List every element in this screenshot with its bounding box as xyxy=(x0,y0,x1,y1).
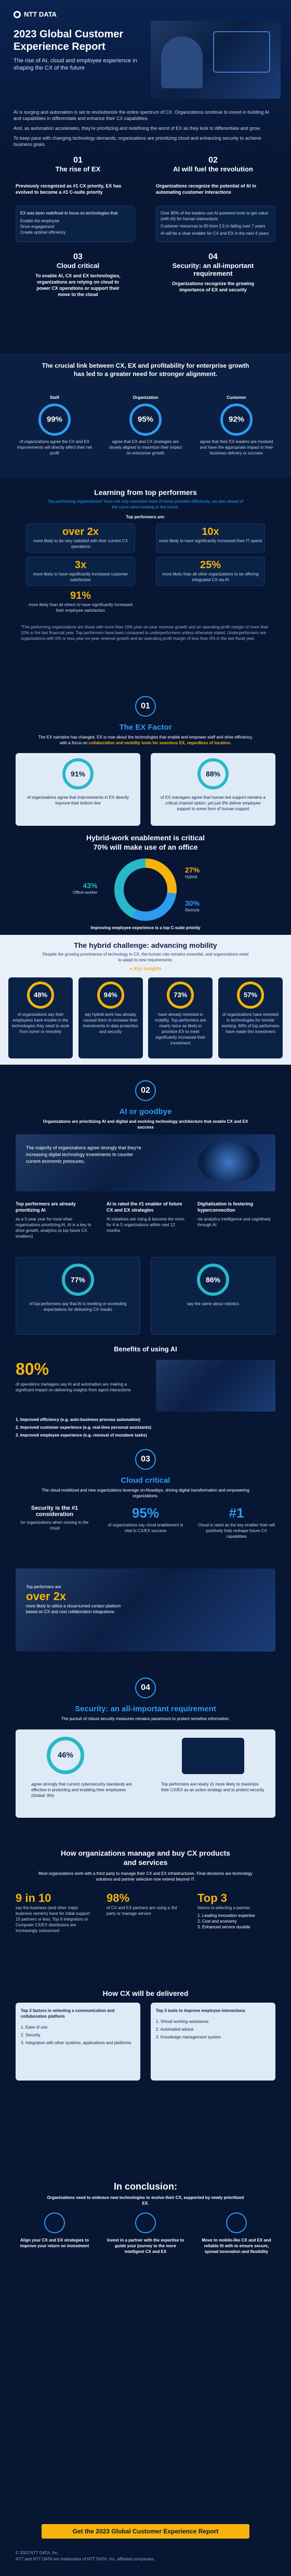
ex-stat-91: 91% of organizations agree that improvem… xyxy=(16,753,140,826)
security-card: 46% agree strongly that current cybersec… xyxy=(16,1729,275,1818)
logo-text: NTT DATA xyxy=(24,10,57,18)
subtitle: The rise of AI, cloud and employee exper… xyxy=(14,58,137,71)
security-section: 04 Security: an all-important requiremen… xyxy=(0,1678,291,1833)
padlock-icon xyxy=(182,1738,244,1774)
ex-factor-section: 01 The EX Factor The EX narrative has ch… xyxy=(0,696,291,831)
benefits-section: Benefits of using AI 80% of operations m… xyxy=(0,1345,291,1449)
cloud-stat-1: Security is the #1 consideration for org… xyxy=(20,1505,89,1531)
align-icon xyxy=(44,2212,65,2233)
ex-stat-88: 88% of EX managers agree that human-led … xyxy=(151,753,275,826)
pillar-2: 02 AI will fuel the revolution xyxy=(173,156,253,173)
pillars-section: 01 The rise of EX 02 AI will fuel the re… xyxy=(0,156,291,348)
top-performers-section: Learning from top performers Top perform… xyxy=(0,483,291,675)
hero: NTT DATA 2023 Global Customer Experience… xyxy=(0,0,291,177)
cloud-image: Top performers are over 2x more likely t… xyxy=(16,1568,275,1652)
cloud-stat-2: 95% of organizations say cloud enablemen… xyxy=(108,1505,183,1533)
legend-hybrid: 27% Hybrid xyxy=(185,866,200,879)
stat-10x: 10x more likely to have significantly in… xyxy=(156,524,265,553)
key-insights: ● Key insights xyxy=(129,966,162,971)
benefits-image xyxy=(156,1360,275,1412)
pillar-1: 01 The rise of EX xyxy=(55,156,101,173)
ai-image: The majority of organizations agree stro… xyxy=(16,1134,275,1191)
hybrid-challenge-section: The hybrid challenge: advancing mobility… xyxy=(0,935,291,1065)
page-title: 2023 Global Customer Experience Report T… xyxy=(14,28,138,72)
logo[interactable]: NTT DATA xyxy=(14,10,57,18)
stat-91pct: 91% more likely than all others to have … xyxy=(29,590,133,613)
conclusion-items: Align your CX and EX strategies to impro… xyxy=(16,2212,275,2255)
footnote: *The performing organizations are those … xyxy=(21,625,269,641)
mobile-icon xyxy=(226,2212,247,2233)
buy-stat-2: 98% of CX and EX partners are using a 3r… xyxy=(107,1891,177,1916)
ai-cols: Top performers are already prioritizing … xyxy=(16,1201,275,1239)
legend-office: 43% Office-worker xyxy=(73,881,98,895)
pillar-4: 04 Security: an all-important requiremen… xyxy=(171,252,254,292)
cloud-stat-3: #1 Cloud is rated as the key enabler tha… xyxy=(197,1505,275,1539)
challenge-stats: 48% of organizations say their employees… xyxy=(8,977,283,1058)
benefits-list: 1. Improved efficiency (e.g. auto-busine… xyxy=(16,1417,151,1438)
buy-stat-1: 9 in 10 say the business (and other majo… xyxy=(16,1891,90,1933)
cloud-section: 03 Cloud critical The cloud-mobilized an… xyxy=(0,1449,291,1672)
partner-icon xyxy=(135,2212,156,2233)
cloud-quote: Top performers are over 2x more likely t… xyxy=(26,1585,121,1614)
ai-col-3: Digitalization is fostering hyperconnect… xyxy=(197,1201,271,1227)
link-stat-3: Customer 92% agree that their EX leaders… xyxy=(200,395,273,455)
ai-donut-1: 77% of top performers say that AI is mee… xyxy=(16,1257,140,1335)
buy-stat-3: Top 3 factors in selecting a partner: 1.… xyxy=(197,1891,255,1929)
ex-list: EX was been redefined to focus on techno… xyxy=(16,206,135,242)
buy-section: How organizations manage and buy CX prod… xyxy=(0,1849,291,1984)
cloud-stats: Security is the #1 consideration for org… xyxy=(16,1505,275,1539)
hybrid-donut xyxy=(114,858,177,921)
deliver-left: Top 3 factors in selecting a communicati… xyxy=(16,2003,140,2081)
challenge-stat-4: 57% of organizations have invested in te… xyxy=(218,977,283,1058)
link-stat-1: Staff 99% of organizations agree the CX … xyxy=(17,395,92,455)
buy-stats: 9 in 10 say the business (and other majo… xyxy=(16,1891,275,1934)
link-stats: Staff 99% of organizations agree the CX … xyxy=(16,395,275,456)
ai-list: Over 80% of the leaders use AI-powered t… xyxy=(156,206,275,242)
ai-section: 02 AI or goodbye Organizations are prior… xyxy=(0,1080,291,1361)
conclusion-item-2: Invest in a partner with the expertise t… xyxy=(107,2212,184,2255)
link-section: The crucial link between CX, EX and prof… xyxy=(0,353,291,478)
conclusion-section: In conclusion: Organizations need to emb… xyxy=(0,2181,291,2285)
conclusion-item-1: Align your CX and EX strategies to impro… xyxy=(16,2212,94,2255)
ntt-logo-icon xyxy=(14,10,21,18)
lightbulb-icon: ● xyxy=(129,966,133,971)
intro: AI is surging and automation is set to r… xyxy=(14,110,269,147)
ai-donut-2: 86% say the same about robotics xyxy=(151,1257,275,1335)
conclusion-item-3: Move to mobile-like CX and EX and reliab… xyxy=(197,2212,275,2255)
hero-image xyxy=(151,21,281,99)
deliver-right: Top 3 tools to improve employee interact… xyxy=(151,2003,275,2081)
deliver-section: How CX will be delivered Top 3 factors i… xyxy=(0,1989,291,2093)
stat-over2x: over 2x more likely to be very satisfied… xyxy=(26,524,135,553)
challenge-stat-1: 48% of organizations say their employees… xyxy=(8,977,73,1058)
challenge-stat-2: 94% say hybrid work has already caused t… xyxy=(78,977,143,1058)
challenge-stat-3: 73% have already invested in mobility. T… xyxy=(148,977,213,1058)
ai-col-1: Top performers are already prioritizing … xyxy=(16,1201,91,1239)
pillar-3: 03 Cloud critical To enable AI, CX and E… xyxy=(35,252,121,297)
stat-3x: 3x more likely to have significantly inc… xyxy=(26,557,135,586)
link-stat-2: Organization 95% agree that EX and CX st… xyxy=(109,395,182,455)
hybrid-section: Hybrid-work enablement is critical 70% w… xyxy=(73,834,205,930)
get-report-button[interactable]: Get the 2023 Global Customer Experience … xyxy=(42,2524,249,2539)
ai-col-2: AI is rated the #1 enabler of future CX … xyxy=(107,1201,184,1233)
stat-25pct: 25% more likely than all other organizat… xyxy=(156,557,265,586)
legend-remote: 30% Remote xyxy=(185,899,200,913)
